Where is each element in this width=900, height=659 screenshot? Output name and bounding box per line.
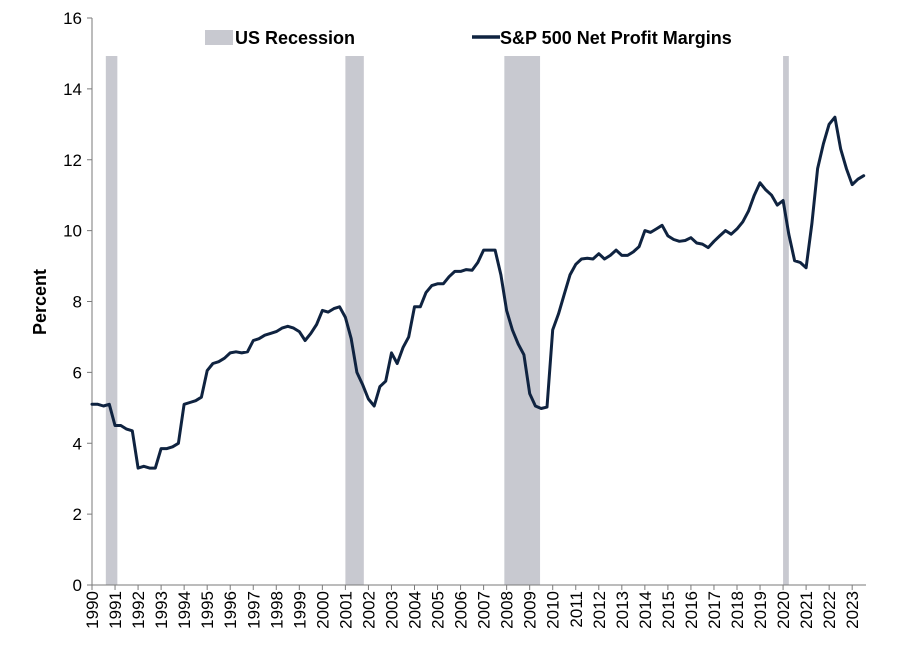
x-tick-label: 1994 [175,591,194,629]
x-tick-label: 2001 [336,591,355,629]
x-tick-label: 2008 [498,591,517,629]
x-tick-label: 2016 [682,591,701,629]
x-tick-label: 1990 [83,591,102,629]
x-tick-label: 2022 [820,591,839,629]
x-tick-label: 2006 [452,591,471,629]
recession-band [345,56,364,585]
x-tick-label: 1992 [129,591,148,629]
x-tick-label: 2023 [843,591,862,629]
y-tick-label: 6 [73,363,82,382]
x-tick-label: 2005 [429,591,448,629]
recession-band [105,56,118,585]
x-tick-label: 1995 [198,591,217,629]
x-tick-label: 2017 [705,591,724,629]
x-tick-label: 1996 [221,591,240,629]
series-lines [90,115,866,470]
x-tick-label: 2014 [636,591,655,629]
y-tick-label: 4 [73,434,82,453]
x-tick-label: 2002 [359,591,378,629]
x-tick-label: 2013 [613,591,632,629]
y-tick-label: 8 [73,293,82,312]
x-tick-label: 2020 [774,591,793,629]
x-axis-ticks: 1990 1991 1992 1993 1994 1995 1996 1997 1998 1999… [83,585,862,629]
series-line [90,115,866,470]
x-tick-label: 1997 [244,591,263,629]
legend-swatch-recession [205,30,233,45]
legend: US Recession S&P 500 Net Profit Margins [205,28,732,48]
legend-label-series: S&P 500 Net Profit Margins [500,28,732,48]
y-tick-label: 10 [63,222,82,241]
x-tick-label: 2004 [406,591,425,629]
x-tick-label: 2012 [590,591,609,629]
x-tick-label: 1998 [267,591,286,629]
y-axis-title: Percent [30,269,50,335]
y-tick-label: 0 [73,576,82,595]
y-tick-label: 14 [63,80,82,99]
x-tick-label: 2007 [475,591,494,629]
x-tick-label: 1999 [290,591,309,629]
x-tick-label: 2021 [797,591,816,629]
x-tick-label: 2019 [751,591,770,629]
y-tick-label: 16 [63,9,82,28]
y-tick-label: 12 [63,151,82,170]
y-tick-label: 2 [73,505,82,524]
x-tick-label: 2015 [659,591,678,629]
x-tick-label: 1993 [152,591,171,629]
x-tick-label: 2003 [382,591,401,629]
legend-label-recession: US Recession [235,28,355,48]
x-tick-label: 2000 [313,591,332,629]
x-tick-label: 2018 [728,591,747,629]
y-axis-ticks: 0 2 4 6 8 10 12 14 16 [63,9,92,595]
x-tick-label: 2010 [544,591,563,629]
recession-band [783,56,789,585]
x-tick-label: 1991 [106,591,125,629]
x-tick-label: 2009 [521,591,540,629]
x-tick-label: 2011 [567,591,586,628]
